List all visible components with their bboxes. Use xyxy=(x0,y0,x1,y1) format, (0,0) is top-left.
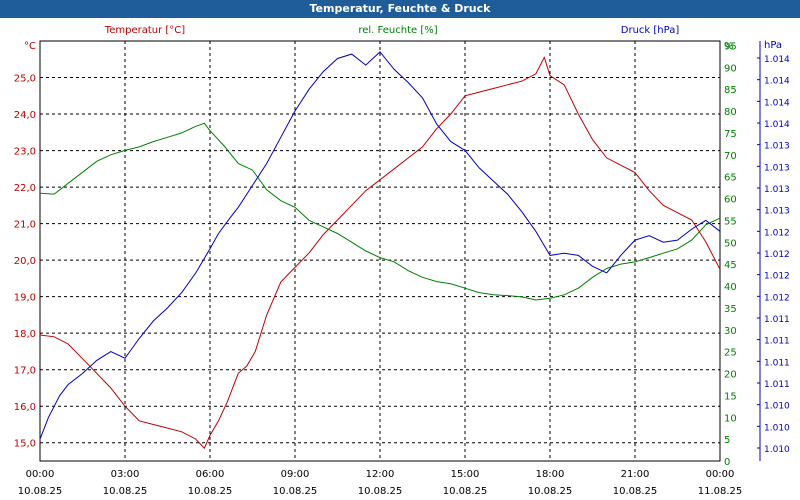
series-line-temperature xyxy=(39,56,721,450)
y-tick-label-humidity: 25 xyxy=(724,348,737,359)
y-tick-label-temperature: 24,0 xyxy=(14,110,36,121)
legend-humidity: rel. Feuchte [%] xyxy=(358,25,437,36)
y-tick-label-temperature: 22,0 xyxy=(14,183,36,194)
x-tick-label-date: 10.08.25 xyxy=(528,486,573,497)
y-tick-label-temperature: 21,0 xyxy=(14,220,36,231)
x-tick-label-date: 10.08.25 xyxy=(103,486,148,497)
y-tick-label-pressure: 1.013 xyxy=(764,142,790,152)
y-tick-label-humidity: 10 xyxy=(724,413,737,424)
y-tick-label-pressure: 1.010 xyxy=(764,445,790,455)
y-tick-label-humidity: 85 xyxy=(724,85,737,96)
y-tick-label-humidity: 20 xyxy=(724,370,737,381)
y-tick-label-pressure: 1.013 xyxy=(764,207,790,217)
y-tick-label-humidity: 80 xyxy=(724,107,737,118)
y-tick-label-humidity: 50 xyxy=(724,238,737,249)
y-tick-label-humidity: 5 xyxy=(724,435,730,446)
y-tick-label-temperature: 18,0 xyxy=(14,329,36,340)
y-tick-label-pressure: 1.011 xyxy=(764,358,790,368)
y-tick-label-humidity: 55 xyxy=(724,216,737,227)
y-tick-label-pressure: 1.012 xyxy=(764,293,790,303)
y-tick-label-pressure: 1.013 xyxy=(764,163,790,173)
y-tick-label-humidity: 65 xyxy=(724,173,737,184)
y-axis-unit-pressure: hPa xyxy=(764,40,782,51)
x-tick-label-time: 12:00 xyxy=(366,469,395,480)
y-tick-label-humidity: 70 xyxy=(724,151,737,162)
y-tick-label-humidity: 90 xyxy=(724,63,737,74)
y-tick-label-pressure: 1.013 xyxy=(764,185,790,195)
x-tick-label-date: 10.08.25 xyxy=(443,486,488,497)
y-tick-label-humidity: 30 xyxy=(724,326,737,337)
y-axis-unit-temperature: °C xyxy=(24,41,36,52)
y-tick-label-pressure: 1.014 xyxy=(764,55,790,65)
y-tick-label-pressure: 1.012 xyxy=(764,250,790,260)
y-tick-label-pressure: 1.010 xyxy=(764,423,790,433)
legend-temperature: Temperatur [°C] xyxy=(104,25,185,36)
y-tick-label-humidity: 95 xyxy=(724,41,737,52)
y-tick-label-temperature: 16,0 xyxy=(14,402,36,413)
y-tick-label-temperature: 19,0 xyxy=(14,293,36,304)
x-tick-label-time: 18:00 xyxy=(536,469,565,480)
y-tick-label-pressure: 1.014 xyxy=(764,98,790,108)
y-tick-label-pressure: 1.014 xyxy=(764,77,790,87)
series-line-pressure xyxy=(39,51,721,440)
y-tick-label-temperature: 15,0 xyxy=(14,439,36,450)
y-tick-label-humidity: 40 xyxy=(724,282,737,293)
y-tick-label-pressure: 1.014 xyxy=(764,120,790,130)
y-tick-label-pressure: 1.012 xyxy=(764,228,790,238)
x-tick-label-date: 10.08.25 xyxy=(613,486,658,497)
window-title: Temperatur, Feuchte & Druck xyxy=(0,0,800,18)
y-tick-label-pressure: 1.011 xyxy=(764,337,790,347)
y-tick-label-humidity: 35 xyxy=(724,304,737,315)
x-tick-label-time: 03:00 xyxy=(111,469,140,480)
y-tick-label-temperature: 25,0 xyxy=(14,74,36,85)
y-tick-label-temperature: 17,0 xyxy=(14,366,36,377)
x-tick-label-time: 09:00 xyxy=(281,469,310,480)
y-tick-label-pressure: 1.011 xyxy=(764,380,790,390)
y-tick-label-pressure: 1.011 xyxy=(764,315,790,325)
y-axis-unit-humidity: % xyxy=(724,41,734,52)
chart: 15,0 16,0 17,0 18,0 19,0 20,0 21,0 22,0 23,0 24,0… xyxy=(14,25,790,497)
y-tick-label-humidity: 15 xyxy=(724,391,737,402)
y-tick-label-temperature: 23,0 xyxy=(14,147,36,158)
x-tick-label-time: 00:00 xyxy=(706,469,735,480)
x-tick-label-time: 15:00 xyxy=(451,469,480,480)
y-tick-label-humidity: 45 xyxy=(724,260,737,271)
y-tick-label-pressure: 1.010 xyxy=(764,402,790,412)
y-tick-label-humidity: 75 xyxy=(724,129,737,140)
y-tick-label-pressure: 1.012 xyxy=(764,272,790,282)
x-tick-label-time: 06:00 xyxy=(196,469,225,480)
x-tick-label-date: 10.08.25 xyxy=(358,486,403,497)
y-tick-label-humidity: 60 xyxy=(724,195,737,206)
x-tick-label-time: 21:00 xyxy=(621,469,650,480)
x-tick-label-date: 10.08.25 xyxy=(188,486,233,497)
x-tick-label-date: 10.08.25 xyxy=(18,486,63,497)
y-tick-label-humidity: 0 xyxy=(724,457,730,468)
legend-pressure: Druck [hPa] xyxy=(621,25,680,36)
x-tick-label-date: 10.08.25 xyxy=(273,486,318,497)
x-tick-label-date: 11.08.25 xyxy=(698,486,743,497)
y-tick-label-temperature: 20,0 xyxy=(14,256,36,267)
x-tick-label-time: 00:00 xyxy=(26,469,55,480)
series-line-humidity xyxy=(39,122,721,301)
